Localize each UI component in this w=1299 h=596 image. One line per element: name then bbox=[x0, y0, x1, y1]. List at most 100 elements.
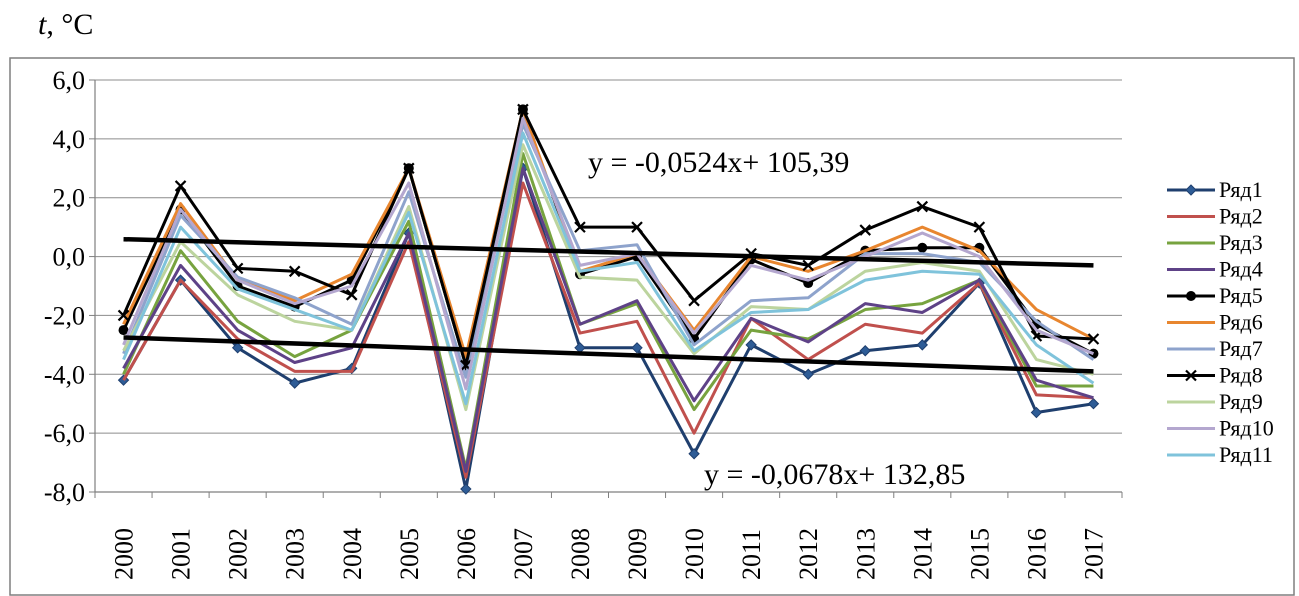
series-line bbox=[122, 181, 1094, 479]
data-point bbox=[916, 339, 929, 351]
series-Ряд4 bbox=[122, 166, 1094, 473]
legend-item: Ряд7 bbox=[1167, 336, 1263, 361]
data-point bbox=[631, 342, 643, 354]
series-line bbox=[122, 116, 1095, 391]
x-tick-label: 2010 bbox=[680, 528, 709, 580]
y-axis-unit: , °C bbox=[46, 8, 94, 41]
data-point bbox=[688, 448, 700, 460]
legend-label: Ряд8 bbox=[1219, 363, 1263, 388]
data-point bbox=[118, 325, 129, 336]
legend-item: Ряд10 bbox=[1167, 416, 1274, 441]
legend-item: Ряд8 bbox=[1167, 363, 1263, 388]
legend-label: Ряд10 bbox=[1219, 416, 1274, 441]
series-Ряд10 bbox=[122, 116, 1095, 391]
data-point bbox=[1030, 406, 1043, 419]
series-line bbox=[122, 166, 1094, 473]
x-tick-label: 2002 bbox=[224, 528, 253, 580]
data-point bbox=[231, 262, 244, 275]
data-point bbox=[574, 221, 586, 233]
data-point bbox=[745, 339, 757, 351]
trendline bbox=[123, 335, 1094, 374]
x-tick-label: 2013 bbox=[851, 528, 880, 580]
series-line bbox=[122, 107, 1095, 359]
legend-label: Ряд1 bbox=[1219, 177, 1263, 202]
legend-label: Ряд2 bbox=[1219, 204, 1263, 229]
legend-item: Ряд4 bbox=[1167, 257, 1263, 282]
series-line bbox=[122, 131, 1095, 406]
legend-label: Ряд9 bbox=[1219, 389, 1263, 414]
series-Ряд6 bbox=[122, 107, 1095, 359]
data-point bbox=[916, 200, 929, 213]
data-point bbox=[859, 224, 872, 236]
series-line bbox=[122, 143, 1094, 412]
series-Ряд9 bbox=[122, 143, 1094, 412]
trendline-equation: y = -0,0678x+ 132,85 bbox=[704, 458, 965, 491]
data-point bbox=[403, 162, 415, 175]
x-tick-label: 2003 bbox=[281, 528, 310, 580]
legend-item: Ряд9 bbox=[1167, 389, 1263, 414]
data-point bbox=[631, 221, 643, 233]
data-point bbox=[688, 294, 700, 307]
x-tick-label: 2000 bbox=[110, 528, 139, 580]
y-axis-variable: t bbox=[38, 8, 47, 41]
legend-label: Ряд7 bbox=[1219, 336, 1263, 361]
data-point bbox=[517, 103, 529, 116]
data-point bbox=[460, 483, 472, 495]
data-point bbox=[117, 309, 130, 322]
x-tick-label: 2007 bbox=[509, 528, 538, 580]
data-point bbox=[973, 221, 986, 233]
y-tick-label: -4,0 bbox=[44, 360, 85, 389]
data-point bbox=[802, 259, 814, 272]
y-tick-label: -8,0 bbox=[44, 478, 85, 507]
x-tick-label: 2009 bbox=[623, 528, 652, 580]
series-line bbox=[122, 107, 1094, 367]
x-tick-label: 2005 bbox=[395, 528, 424, 580]
data-point bbox=[345, 289, 358, 301]
y-tick-label: -2,0 bbox=[44, 301, 85, 330]
x-tick-label: 2015 bbox=[965, 528, 994, 580]
y-tick-label: 0,0 bbox=[53, 243, 86, 272]
series-Ряд7 bbox=[122, 122, 1095, 379]
x-tick-label: 2011 bbox=[737, 529, 766, 580]
data-point bbox=[288, 377, 301, 389]
trendline bbox=[123, 236, 1094, 268]
legend-label: Ряд11 bbox=[1219, 442, 1273, 467]
series-lines bbox=[117, 103, 1100, 495]
trendline-equation: y = -0,0524x+ 105,39 bbox=[588, 146, 849, 179]
legend-item: Ряд2 bbox=[1167, 204, 1263, 229]
y-tick-label: 6,0 bbox=[53, 66, 86, 95]
series-line bbox=[122, 166, 1094, 491]
legend-item: Ряд11 bbox=[1167, 442, 1273, 467]
y-tick-label: 4,0 bbox=[53, 125, 86, 154]
data-point bbox=[1087, 333, 1100, 345]
data-point bbox=[231, 342, 244, 354]
legend-item: Ряд1 bbox=[1167, 177, 1263, 202]
data-point bbox=[174, 180, 187, 192]
x-tick-label: 2006 bbox=[452, 528, 481, 580]
y-tick-label: -6,0 bbox=[44, 419, 85, 448]
data-point bbox=[802, 368, 814, 380]
legend-label: Ряд6 bbox=[1219, 310, 1263, 335]
data-point bbox=[1185, 369, 1197, 382]
legend-item: Ряд3 bbox=[1167, 230, 1263, 255]
x-tick-label: 2016 bbox=[1022, 528, 1051, 580]
y-tick-label: 2,0 bbox=[53, 184, 86, 213]
series-Ряд2 bbox=[122, 181, 1094, 479]
x-tick-label: 2017 bbox=[1079, 528, 1108, 580]
x-tick-label: 2001 bbox=[167, 528, 196, 580]
data-point bbox=[288, 265, 301, 278]
data-point bbox=[917, 242, 928, 253]
series-Ряд11 bbox=[122, 131, 1095, 406]
y-axis-title: t, °C bbox=[38, 8, 93, 42]
legend-item: Ряд6 bbox=[1167, 310, 1263, 335]
legend-item: Ряд5 bbox=[1167, 283, 1263, 308]
x-tick-label: 2014 bbox=[908, 528, 937, 580]
x-tick-label: 2012 bbox=[794, 528, 823, 580]
legend: Ряд1Ряд2Ряд3Ряд4Ряд5Ряд6Ряд7Ряд8Ряд9Ряд1… bbox=[1167, 177, 1274, 467]
data-point bbox=[1087, 398, 1100, 410]
trendlines bbox=[123, 236, 1094, 374]
trendline-labels: y = -0,0524x+ 105,39 y = -0,0678x+ 132,85 bbox=[588, 146, 965, 491]
series-line bbox=[122, 122, 1095, 379]
x-axis-ticks: 2000 2001 2002 2003 2004 2005 2006 2007 2008 2009… bbox=[94, 492, 1123, 580]
